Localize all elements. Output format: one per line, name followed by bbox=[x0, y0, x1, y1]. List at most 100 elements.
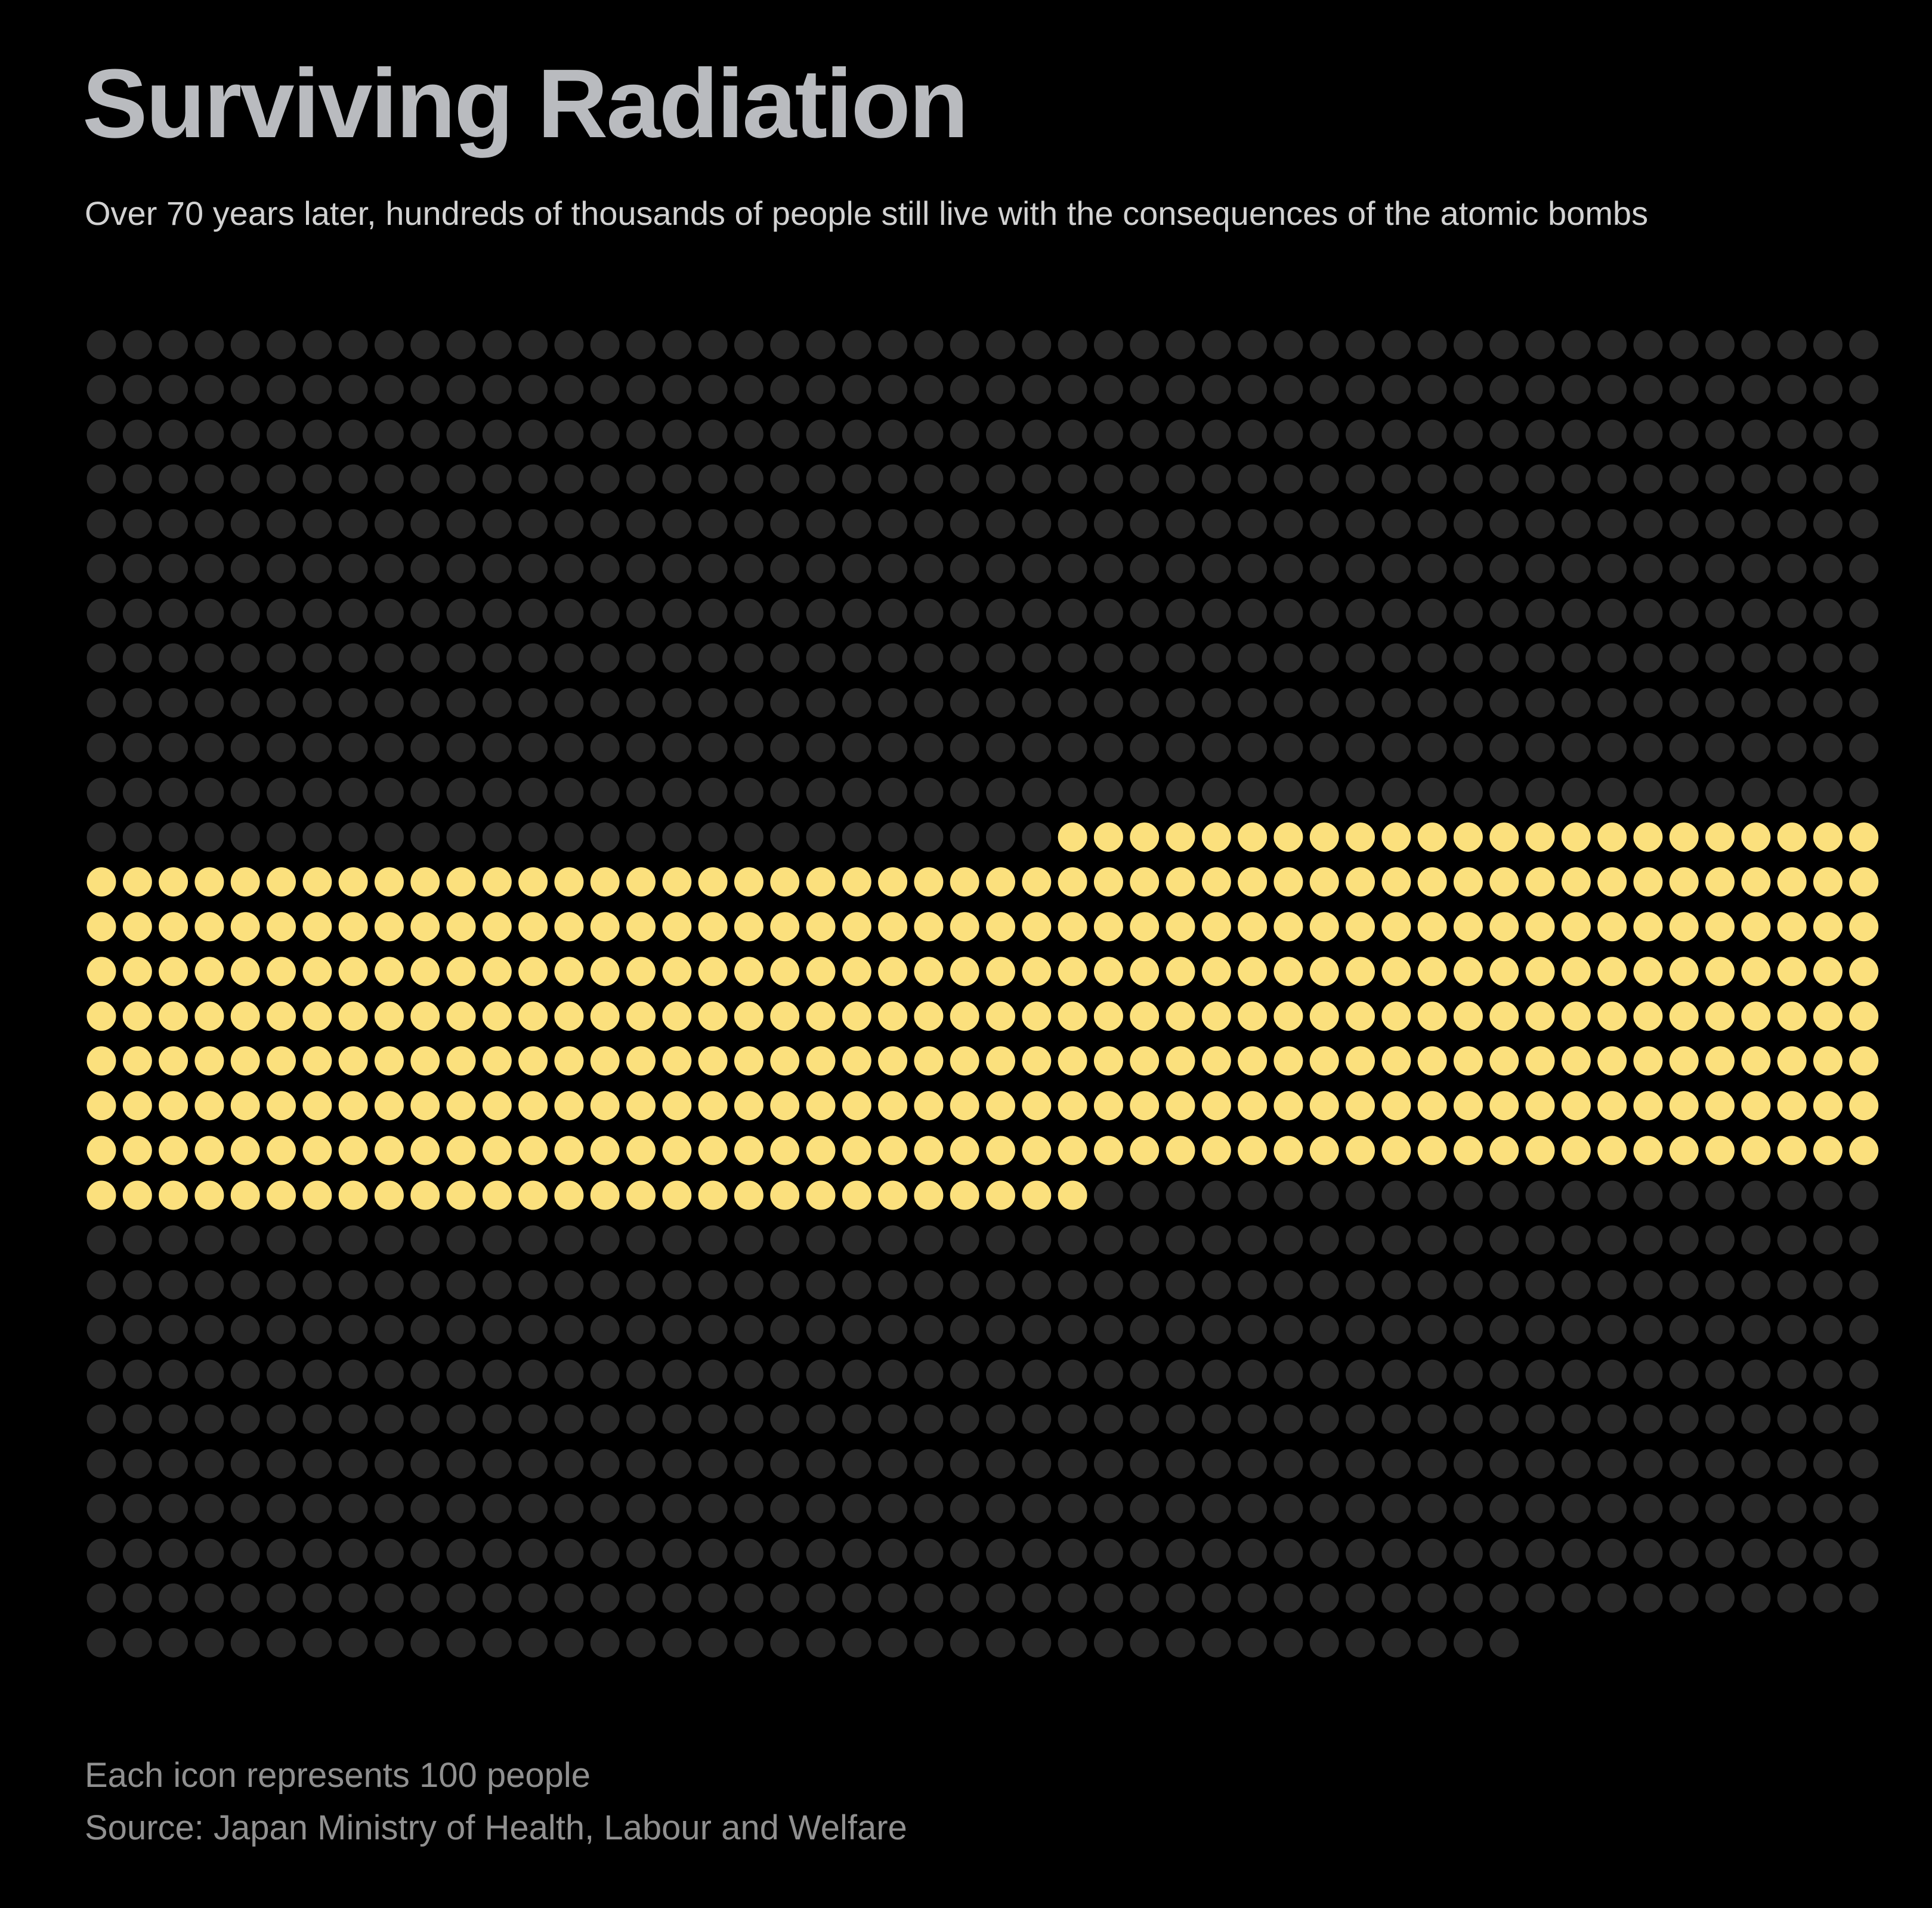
waffle-dot bbox=[1381, 1583, 1411, 1613]
waffle-dot-highlighted bbox=[554, 957, 584, 987]
waffle-dot bbox=[230, 1538, 260, 1568]
waffle-dot-highlighted bbox=[1381, 1001, 1411, 1031]
waffle-dot bbox=[1561, 1225, 1591, 1255]
waffle-dot bbox=[1201, 1583, 1231, 1613]
waffle-dot bbox=[1777, 778, 1807, 807]
waffle-dot bbox=[1058, 732, 1087, 762]
waffle-dot-highlighted bbox=[1309, 1001, 1339, 1031]
waffle-dot bbox=[1381, 598, 1411, 628]
waffle-dot bbox=[554, 1493, 584, 1523]
waffle-dot bbox=[770, 1225, 800, 1255]
waffle-dot bbox=[267, 1538, 296, 1568]
waffle-dot bbox=[1058, 1270, 1087, 1300]
waffle-dot bbox=[1525, 778, 1555, 807]
waffle-dot-highlighted bbox=[1705, 1001, 1735, 1031]
waffle-dot bbox=[590, 1359, 620, 1389]
waffle-dot bbox=[518, 1359, 548, 1389]
waffle-dot bbox=[518, 464, 548, 494]
waffle-dot bbox=[1166, 778, 1195, 807]
waffle-dot bbox=[410, 1359, 440, 1389]
waffle-dot bbox=[842, 778, 871, 807]
waffle-dot bbox=[194, 688, 224, 718]
waffle-dot bbox=[1093, 375, 1123, 404]
waffle-dot-highlighted bbox=[1777, 912, 1807, 942]
waffle-dot bbox=[482, 464, 512, 494]
waffle-dot-highlighted bbox=[698, 867, 728, 897]
waffle-dot-highlighted bbox=[1525, 1001, 1555, 1031]
waffle-dot-highlighted bbox=[338, 957, 368, 987]
waffle-dot bbox=[338, 1583, 368, 1613]
waffle-dot bbox=[267, 509, 296, 539]
waffle-dot bbox=[626, 1628, 656, 1657]
waffle-dot bbox=[374, 778, 404, 807]
waffle-dot bbox=[1130, 1180, 1160, 1210]
waffle-dot-highlighted bbox=[1309, 867, 1339, 897]
waffle-dot bbox=[1525, 553, 1555, 583]
waffle-dot-highlighted bbox=[1705, 867, 1735, 897]
waffle-dot bbox=[734, 1628, 763, 1657]
waffle-dot bbox=[626, 778, 656, 807]
waffle-dot bbox=[554, 732, 584, 762]
waffle-dot-highlighted bbox=[878, 1091, 908, 1121]
waffle-dot bbox=[914, 1449, 944, 1479]
waffle-dot bbox=[806, 1315, 836, 1344]
waffle-dot bbox=[698, 419, 728, 449]
waffle-dot bbox=[1849, 1225, 1879, 1255]
waffle-dot bbox=[230, 778, 260, 807]
waffle-dot bbox=[1633, 375, 1663, 404]
waffle-dot-highlighted bbox=[734, 1046, 763, 1076]
waffle-dot bbox=[1238, 1404, 1268, 1434]
waffle-dot bbox=[482, 598, 512, 628]
waffle-dot bbox=[626, 1359, 656, 1389]
waffle-dot-highlighted bbox=[410, 867, 440, 897]
waffle-dot bbox=[914, 598, 944, 628]
waffle-dot bbox=[1346, 598, 1375, 628]
waffle-dot bbox=[1381, 1493, 1411, 1523]
waffle-dot-highlighted bbox=[1633, 1046, 1663, 1076]
waffle-dot bbox=[662, 778, 692, 807]
waffle-dot bbox=[1130, 375, 1160, 404]
waffle-dot-highlighted bbox=[194, 1180, 224, 1210]
waffle-dot-highlighted bbox=[518, 1091, 548, 1121]
waffle-dot bbox=[1525, 643, 1555, 673]
waffle-dot-highlighted bbox=[914, 1046, 944, 1076]
waffle-dot bbox=[302, 1270, 332, 1300]
waffle-dot-highlighted bbox=[1058, 957, 1087, 987]
waffle-dot-highlighted bbox=[1453, 1091, 1483, 1121]
waffle-dot bbox=[914, 1404, 944, 1434]
waffle-dot bbox=[698, 1493, 728, 1523]
waffle-dot-highlighted bbox=[590, 1136, 620, 1165]
waffle-dot bbox=[1777, 643, 1807, 673]
waffle-dot bbox=[518, 1315, 548, 1344]
waffle-dot bbox=[554, 688, 584, 718]
waffle-dot bbox=[1130, 1449, 1160, 1479]
waffle-dot bbox=[1346, 778, 1375, 807]
waffle-dot bbox=[338, 1493, 368, 1523]
waffle-dot bbox=[410, 375, 440, 404]
waffle-dot bbox=[590, 732, 620, 762]
waffle-dot bbox=[626, 822, 656, 852]
waffle-dot-highlighted bbox=[662, 1001, 692, 1031]
waffle-dot-highlighted bbox=[482, 1046, 512, 1076]
waffle-dot bbox=[302, 1225, 332, 1255]
waffle-dot bbox=[194, 643, 224, 673]
waffle-dot bbox=[878, 419, 908, 449]
waffle-dot-highlighted bbox=[626, 1091, 656, 1121]
waffle-dot-highlighted bbox=[159, 1091, 188, 1121]
waffle-dot bbox=[518, 732, 548, 762]
waffle-dot bbox=[482, 509, 512, 539]
waffle-dot bbox=[806, 509, 836, 539]
waffle-dot bbox=[1238, 1180, 1268, 1210]
waffle-dot bbox=[482, 822, 512, 852]
waffle-dot-highlighted bbox=[194, 1001, 224, 1031]
waffle-dot bbox=[1022, 330, 1052, 360]
waffle-dot bbox=[194, 598, 224, 628]
waffle-dot bbox=[446, 1225, 476, 1255]
waffle-dot bbox=[770, 509, 800, 539]
waffle-dot bbox=[1777, 688, 1807, 718]
waffle-dot bbox=[518, 330, 548, 360]
waffle-dot bbox=[1346, 553, 1375, 583]
waffle-dot bbox=[1309, 1449, 1339, 1479]
waffle-dot bbox=[1777, 598, 1807, 628]
waffle-dot bbox=[1453, 688, 1483, 718]
